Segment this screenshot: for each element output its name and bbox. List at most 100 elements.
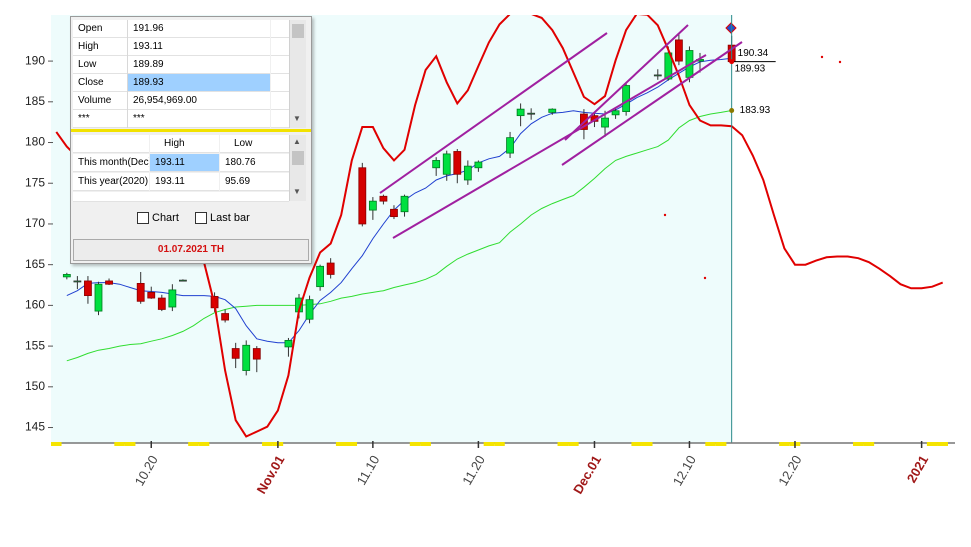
range-header: Low [220, 135, 289, 153]
y-tick-label: 180 [25, 135, 45, 149]
quote-label: Open [73, 20, 127, 38]
overlay-line [66, 57, 732, 344]
marker-dot [838, 60, 842, 64]
candle-body [252, 348, 261, 360]
candle-body [622, 85, 631, 112]
panel-footer: 01.07.2021 TH [73, 239, 309, 261]
ma-dot [729, 108, 735, 114]
checkbox-last-bar[interactable]: Last bar [195, 212, 250, 224]
checkbox-label: Chart [152, 212, 179, 224]
marker-dot [820, 55, 824, 59]
trend-line [561, 41, 743, 166]
candle-body [474, 161, 483, 169]
value-label: 190.34 [738, 48, 769, 59]
y-tick-label: 170 [25, 216, 45, 230]
quote-value: *** [128, 110, 270, 128]
trend-line [392, 54, 707, 239]
header-empty [73, 135, 149, 153]
weekend-marker [631, 442, 642, 446]
close-dot [729, 59, 735, 65]
candle-body [179, 279, 187, 282]
cell-empty [271, 20, 289, 38]
weekend-marker [346, 442, 358, 446]
separator [71, 129, 311, 132]
weekend-marker [641, 442, 653, 446]
value-label: 183.93 [740, 105, 771, 116]
scroll-thumb[interactable] [292, 151, 304, 165]
candle-body [453, 151, 462, 175]
weekend-marker [124, 442, 136, 446]
candle-body [168, 289, 177, 308]
scroll-arrow[interactable]: ▲ [293, 137, 301, 146]
scroll-thumb[interactable] [292, 24, 304, 38]
weekend-marker [715, 442, 727, 446]
weekend-marker [494, 442, 505, 446]
weekend-marker [262, 442, 273, 446]
weekend-marker [557, 442, 569, 446]
trend-line [379, 32, 608, 194]
quote-label: Low [73, 56, 127, 74]
range-label: This month(Dec) [73, 154, 149, 172]
candle-body [442, 153, 451, 175]
trend-lines [379, 24, 743, 239]
cursor-diamond [725, 22, 737, 34]
candle-body [516, 108, 525, 117]
weekend-marker [483, 442, 495, 446]
weekend-marker [568, 442, 579, 446]
markers [663, 22, 842, 280]
checkbox-chart[interactable]: Chart [137, 212, 179, 224]
weekend-marker [114, 442, 125, 446]
candle-body [601, 117, 609, 128]
range-value: 193.11 [150, 154, 219, 172]
candle-body [326, 262, 335, 275]
cell-empty [271, 38, 289, 56]
range-blank-row [73, 192, 289, 202]
range-value: 180.76 [220, 154, 289, 172]
candle-body [316, 265, 325, 288]
candle-body [231, 348, 240, 359]
candle-body [432, 160, 441, 169]
x-tick-label: 11.10 [354, 453, 383, 488]
candle-body [463, 165, 472, 181]
candle-body [94, 283, 103, 312]
candle-body [136, 282, 145, 302]
weekend-marker [409, 442, 421, 446]
candle-body [548, 108, 557, 113]
candle-body [73, 280, 82, 283]
weekend-marker [705, 442, 716, 446]
scrollbar[interactable]: ▲ ▼ [289, 135, 306, 201]
marker-dot [663, 213, 667, 217]
candle-body [653, 74, 662, 77]
scroll-arrow[interactable]: ▼ [293, 187, 301, 196]
y-tick-label: 155 [25, 338, 45, 352]
weekend-marker [51, 442, 62, 446]
quote-value: 189.93 [128, 74, 270, 92]
x-tick-label: Dec.01 [570, 453, 604, 497]
y-tick-label: 160 [25, 298, 45, 312]
cell-empty [271, 74, 289, 92]
candle-body [400, 195, 409, 213]
weekend-marker [420, 442, 431, 446]
candle-body [358, 167, 367, 225]
quote-value: 189.89 [128, 56, 270, 74]
y-tick-label: 190 [25, 53, 45, 67]
x-tick-label: 10.20 [132, 453, 161, 489]
candle-body [527, 112, 536, 115]
scroll-arrow[interactable]: ▼ [293, 114, 301, 123]
checkbox-box[interactable] [137, 212, 149, 224]
candle-body [305, 299, 314, 320]
candle-body [62, 274, 71, 278]
y-tick-label: 165 [25, 257, 45, 271]
cell-empty [271, 110, 289, 128]
range-value: 95.69 [220, 173, 289, 191]
y-tick-label: 150 [25, 379, 45, 393]
overlay-line [66, 110, 732, 362]
checkbox-box[interactable] [195, 212, 207, 224]
y-tick-label: 145 [25, 420, 45, 434]
weekend-marker [926, 442, 938, 446]
value-label: 189.93 [735, 63, 766, 74]
quote-label: Close [73, 74, 127, 92]
scrollbar[interactable]: ▼ [289, 20, 306, 128]
